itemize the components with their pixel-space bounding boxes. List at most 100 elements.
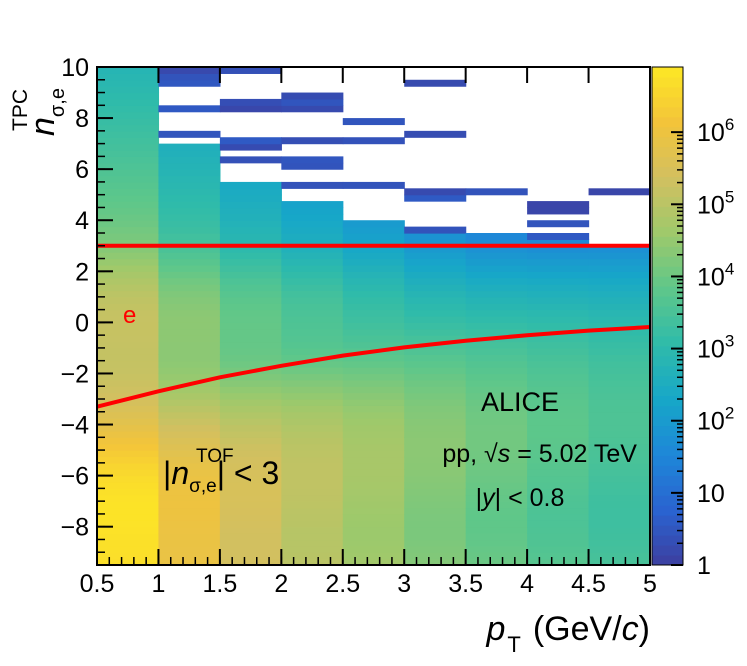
heatmap-cell bbox=[158, 226, 221, 234]
heatmap-cell bbox=[342, 258, 405, 266]
heatmap-cell bbox=[158, 245, 221, 253]
heatmap-cell bbox=[219, 67, 282, 74]
heatmap-cell bbox=[527, 373, 590, 381]
heatmap-cell bbox=[281, 303, 344, 311]
heatmap-cell bbox=[588, 545, 651, 553]
heatmap-cell bbox=[97, 73, 160, 81]
heatmap-cell bbox=[588, 482, 651, 489]
heatmap-cell bbox=[342, 424, 405, 432]
heatmap-cell bbox=[404, 258, 467, 266]
heatmap-cell bbox=[404, 354, 467, 362]
heatmap-cell bbox=[404, 386, 467, 394]
heatmap-cell bbox=[588, 341, 651, 349]
heatmap-cell bbox=[158, 79, 221, 87]
heatmap-cell bbox=[158, 386, 221, 394]
x-axis-ticks: 0.5 1 1.5 2 2.5 3 3.5 4 4.5 5 bbox=[80, 67, 657, 598]
colorbar: 1 10 102 103 104 105 106 bbox=[651, 66, 734, 580]
heatmap-cell bbox=[158, 539, 221, 547]
heatmap-cell bbox=[281, 450, 344, 458]
heatmap-cell bbox=[219, 462, 282, 470]
heatmap-cell bbox=[97, 245, 160, 253]
heatmap-cell bbox=[97, 86, 160, 94]
heatmap-cell bbox=[158, 520, 221, 528]
heatmap-cell bbox=[527, 424, 590, 432]
heatmap-cell bbox=[588, 347, 651, 355]
colorbar-tick-label: 106 bbox=[697, 115, 734, 147]
heatmap-cell bbox=[97, 92, 160, 100]
heatmap-cell bbox=[281, 98, 344, 106]
heatmap-cell bbox=[465, 271, 528, 279]
heatmap-cell bbox=[527, 539, 590, 547]
heatmap-cell bbox=[158, 462, 221, 470]
colorbar-band bbox=[652, 545, 683, 556]
heatmap-cell bbox=[97, 98, 160, 106]
heatmap-cell bbox=[342, 507, 405, 515]
x-axis-label-sub: T bbox=[507, 632, 520, 657]
heatmap-cell bbox=[281, 558, 344, 566]
heatmap-cell bbox=[281, 443, 344, 451]
heatmap-cell bbox=[404, 373, 467, 381]
heatmap-cell bbox=[465, 488, 528, 496]
heatmap-cell bbox=[342, 367, 405, 375]
y-axis-label-sup: TPC bbox=[9, 89, 32, 131]
heatmap-cell bbox=[158, 258, 221, 266]
heatmap-cell bbox=[281, 475, 344, 483]
x-tick-label: 4.5 bbox=[571, 570, 606, 598]
heatmap-cell bbox=[342, 322, 405, 330]
heatmap-cell bbox=[342, 354, 405, 362]
heatmap-cell bbox=[158, 335, 221, 343]
heatmap-cell bbox=[281, 290, 344, 298]
heatmap-cell bbox=[465, 277, 528, 285]
heatmap-cell bbox=[158, 399, 221, 406]
heatmap-cell bbox=[281, 488, 344, 496]
heatmap-cell bbox=[219, 341, 282, 349]
heatmap-cell bbox=[219, 181, 282, 189]
heatmap-cell bbox=[527, 290, 590, 298]
heatmap-cell bbox=[97, 213, 160, 221]
heatmap-cell bbox=[527, 341, 590, 349]
heatmap-cell bbox=[97, 226, 160, 234]
heatmap-cell bbox=[219, 220, 282, 228]
heatmap-cell bbox=[342, 264, 405, 272]
heatmap-cell bbox=[281, 322, 344, 330]
heatmap-cell bbox=[158, 296, 221, 304]
heatmap-cell bbox=[465, 469, 528, 477]
heatmap-cell bbox=[342, 290, 405, 298]
heatmap-cell bbox=[588, 494, 651, 502]
colorbar-band bbox=[652, 375, 683, 387]
heatmap-cell bbox=[219, 475, 282, 483]
heatmap-cell bbox=[158, 347, 221, 355]
heatmap-cell bbox=[342, 181, 405, 189]
heatmap-cell bbox=[158, 405, 221, 413]
heatmap-cell bbox=[158, 150, 221, 157]
heatmap-cell bbox=[342, 411, 405, 419]
heatmap-cell bbox=[404, 443, 467, 451]
heatmap-cell bbox=[158, 328, 221, 336]
heatmap-cell bbox=[281, 469, 344, 477]
heatmap-cell bbox=[342, 456, 405, 464]
heatmap-cell bbox=[97, 520, 160, 528]
colorbar-band bbox=[652, 495, 683, 506]
heatmap-cell bbox=[342, 341, 405, 349]
heatmap-cell bbox=[158, 367, 221, 375]
heatmap-cell bbox=[219, 533, 282, 541]
heatmap-cell bbox=[465, 520, 528, 528]
heatmap-cell bbox=[97, 482, 160, 489]
heatmap-cell bbox=[465, 545, 528, 553]
heatmap-cell bbox=[527, 303, 590, 311]
heatmap-cell bbox=[404, 335, 467, 343]
y-tick-label: 4 bbox=[75, 207, 89, 235]
heatmap-cell bbox=[97, 316, 160, 323]
heatmap-cell bbox=[158, 220, 221, 228]
heatmap-cell bbox=[527, 533, 590, 541]
heatmap-cell bbox=[588, 271, 651, 279]
rapidity-variable: y bbox=[480, 484, 496, 512]
heatmap-cell bbox=[404, 558, 467, 566]
heatmap-cell bbox=[465, 482, 528, 489]
heatmap-cell bbox=[97, 207, 160, 215]
heatmap-cell bbox=[97, 239, 160, 247]
heatmap-cell bbox=[527, 513, 590, 521]
heatmap-cell bbox=[281, 245, 344, 253]
heatmap-cell bbox=[342, 520, 405, 528]
heatmap-cell bbox=[97, 494, 160, 502]
